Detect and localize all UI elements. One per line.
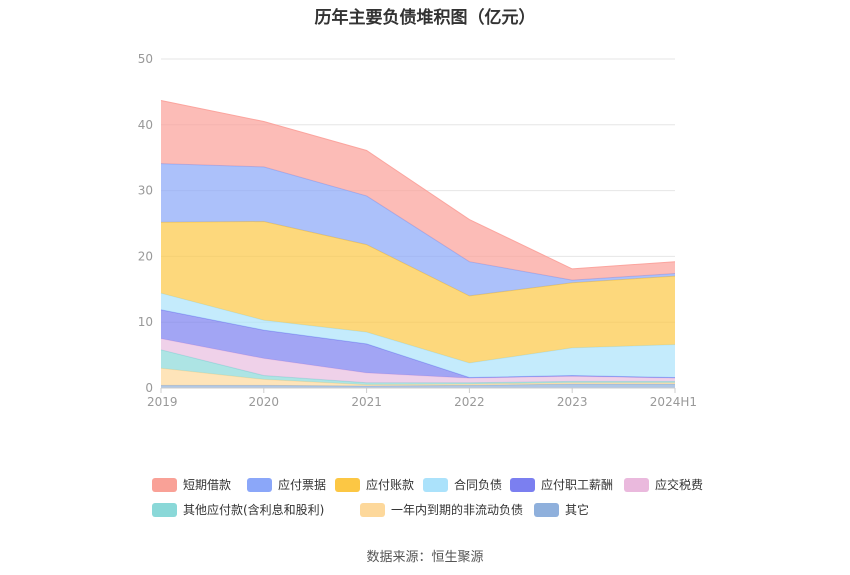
legend-swatch-icon — [152, 477, 177, 492]
legend-item-employee-pay[interactable]: 应付职工薪酬 — [510, 476, 624, 493]
x-tick-label: 2022 — [454, 395, 485, 409]
legend-item-short-term-loans[interactable]: 短期借款 — [152, 476, 247, 493]
axes: 0 10 20 30 40 50 2019 2020 2021 2022 2023 2024H1 — [138, 52, 697, 409]
legend-label: 应交税费 — [655, 478, 704, 492]
area-一年内到期的非流动负债 — [161, 368, 675, 386]
area-应付职工薪酬 — [161, 309, 675, 379]
legend-label: 一年内到期的非流动负债 — [391, 503, 524, 517]
legend-swatch-icon — [534, 502, 559, 517]
chart-title: 历年主要负债堆积图（亿元） — [314, 8, 536, 28]
legend-swatch-icon — [360, 502, 385, 517]
x-tick-label: 2019 — [147, 395, 178, 409]
area-edge-应付职工薪酬 — [160, 309, 676, 379]
x-tick-label: 2020 — [249, 395, 280, 409]
legend-label: 应付职工薪酬 — [541, 478, 614, 492]
y-tick-label: 0 — [145, 381, 153, 395]
legend-label: 应付账款 — [366, 478, 415, 492]
y-tick-label: 50 — [138, 52, 153, 66]
legend-swatch-icon — [247, 477, 272, 492]
legend-row-2: 其他应付款(含利息和股利) 一年内到期的非流动负债 其它 — [152, 497, 732, 522]
y-tick-label: 20 — [138, 249, 153, 263]
legend-item-notes-payable[interactable]: 应付票据 — [247, 476, 335, 493]
legend-item-contract-liabilities[interactable]: 合同负债 — [423, 476, 510, 493]
legend-item-current-portion-noncurrent[interactable]: 一年内到期的非流动负债 — [360, 501, 534, 518]
legend-swatch-icon — [423, 477, 448, 492]
x-tick-label: 2021 — [351, 395, 382, 409]
legend-item-other-payables[interactable]: 其他应付款(含利息和股利) — [152, 501, 360, 518]
legend-item-others[interactable]: 其它 — [534, 501, 589, 518]
legend-swatch-icon — [510, 477, 535, 492]
y-tick-label: 40 — [138, 118, 153, 132]
area-应交税费 — [161, 338, 675, 383]
legend-label: 其它 — [565, 503, 590, 517]
y-tick-label: 30 — [138, 184, 153, 198]
x-tick-label: 2024H1 — [650, 395, 697, 409]
legend-label: 短期借款 — [183, 478, 232, 492]
area-edge-短期借款 — [160, 100, 676, 270]
legend-label: 应付票据 — [278, 478, 327, 492]
chart-plot: 0 10 20 30 40 50 2019 2020 2021 2022 2023 2024H1 — [138, 52, 697, 409]
area-应付票据 — [161, 163, 675, 296]
area-短期借款 — [161, 100, 675, 281]
legend-swatch-icon — [335, 477, 360, 492]
legend-label: 合同负债 — [454, 478, 503, 492]
legend: 短期借款 应付票据 应付账款 合同负债 应付职工薪酬 应交税费 其他应付款(含利… — [152, 472, 732, 522]
x-tick-label: 2023 — [557, 395, 588, 409]
area-合同负债 — [161, 293, 675, 378]
legend-row-1: 短期借款 应付票据 应付账款 合同负债 应付职工薪酬 应交税费 — [152, 472, 732, 497]
area-应付账款 — [161, 221, 675, 363]
legend-item-accounts-payable[interactable]: 应付账款 — [335, 476, 423, 493]
legend-swatch-icon — [152, 502, 177, 517]
legend-label: 其他应付款(含利息和股利) — [183, 503, 325, 517]
y-tick-label: 10 — [138, 315, 153, 329]
legend-swatch-icon — [624, 477, 649, 492]
data-source: 数据来源：恒生聚源 — [366, 550, 484, 565]
legend-item-taxes-payable[interactable]: 应交税费 — [624, 476, 703, 493]
area-series — [160, 100, 676, 388]
